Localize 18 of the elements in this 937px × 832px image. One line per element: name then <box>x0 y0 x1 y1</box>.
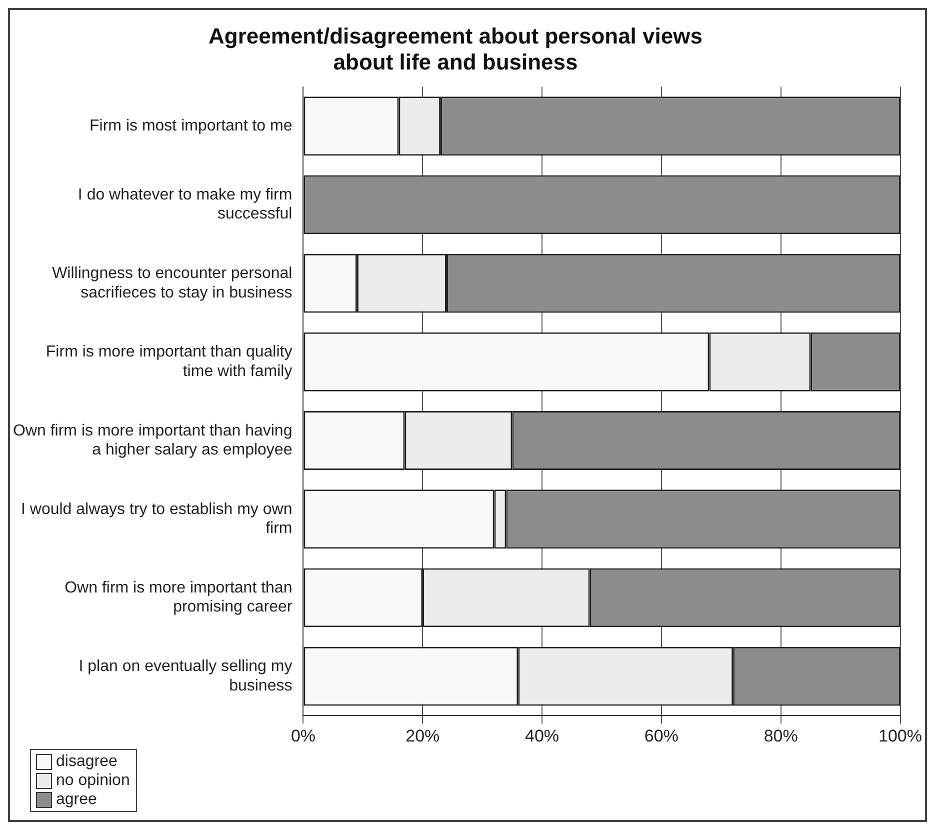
y-tick-label: I do whatever to make my firm successful <box>78 186 292 223</box>
x-tick-label: 100% <box>878 726 922 746</box>
legend-label: agree <box>56 790 97 809</box>
x-tick-label: 60% <box>644 726 678 746</box>
chart-title: Agreement/disagreement about personal views about life and business <box>208 23 702 75</box>
y-tick-label: Willingness to encounter personal sacrifieces to stay in business <box>52 265 292 302</box>
y-tick-label: I would always try to establish my own firm <box>21 500 292 538</box>
x-tick-label: 80% <box>764 726 798 746</box>
x-tick-label: 20% <box>406 726 440 746</box>
legend-label: disagree <box>56 752 118 771</box>
y-tick-label: I plan on eventually selling my business <box>78 658 292 694</box>
y-tick-label: Own firm is more important than promising career <box>64 580 293 616</box>
x-tick-label: 40% <box>525 726 560 746</box>
y-tick-label: Firm is most important to me <box>90 118 292 135</box>
legend-label: no opinion <box>56 771 130 790</box>
y-tick-label: Firm is more important than quality time with family <box>46 344 292 380</box>
x-tick-label: 0% <box>290 726 316 746</box>
y-tick-label: Own firm is more important than having a higher salary as employee <box>13 422 292 459</box>
